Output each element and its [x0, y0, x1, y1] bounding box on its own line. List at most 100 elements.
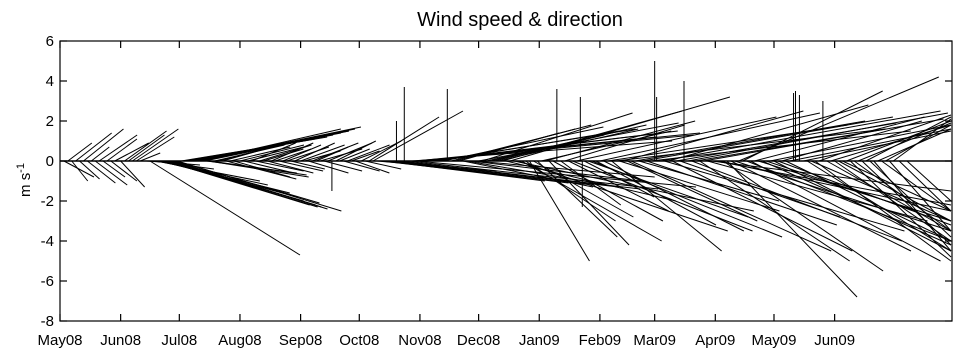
wind-stick — [443, 126, 604, 162]
wind-stick — [889, 160, 952, 232]
wind-stick — [222, 142, 287, 162]
wind-stick — [630, 160, 832, 252]
y-axis: -8 -6 -4 -2 0 2 4 6 — [41, 33, 952, 330]
wind-stick — [120, 160, 146, 188]
wind-stick — [722, 160, 884, 272]
wind-stick — [67, 142, 93, 162]
y-tick-label: -8 — [41, 313, 54, 330]
x-axis: May08 Jun08 Jul08 Aug08 Sep08 Oct08 Nov08 Dec08… — [37, 41, 855, 349]
wind-stick — [233, 160, 291, 178]
wind-stick — [384, 160, 545, 182]
wind-stick — [251, 142, 296, 162]
wind-stick — [560, 160, 622, 206]
wind-stick — [482, 112, 633, 162]
wind-stick — [300, 144, 345, 162]
wind-stick — [200, 128, 341, 162]
x-tick-label: Jan09 — [519, 332, 560, 349]
wind-stick — [738, 76, 939, 162]
wind-stick — [750, 160, 941, 262]
wind-stick — [323, 160, 363, 172]
x-tick-label: Apr09 — [695, 332, 735, 349]
wind-stick — [638, 160, 780, 202]
wind-stick — [564, 124, 685, 162]
wind-stick — [726, 160, 858, 298]
wind-stick — [623, 110, 804, 162]
wind-stick — [63, 160, 95, 178]
wind-stick — [75, 132, 112, 162]
wind-stick — [906, 160, 952, 202]
wind-stick — [263, 148, 304, 162]
wind-stick — [339, 148, 370, 162]
wind-stick — [603, 160, 745, 232]
wind-stick — [893, 118, 952, 162]
wind-stick — [271, 142, 314, 162]
wind-stick — [533, 160, 634, 218]
wind-stick — [79, 160, 100, 180]
wind-stick — [785, 160, 952, 242]
wind-stick — [846, 120, 952, 162]
wind-stick — [773, 160, 952, 252]
y-axis-label-exponent: -1 — [15, 163, 27, 173]
wind-stick — [278, 160, 324, 172]
wind-stick — [114, 142, 150, 162]
wind-stick — [327, 142, 373, 162]
wind-stick — [87, 160, 116, 184]
wind-stick — [90, 146, 110, 162]
wind-stick — [552, 160, 664, 222]
x-tick-label: May08 — [37, 332, 82, 349]
x-tick-label: Oct08 — [339, 332, 379, 349]
wind-stick — [355, 160, 390, 174]
wind-stick — [861, 160, 952, 246]
wind-stick — [347, 144, 390, 162]
wind-stick — [627, 160, 758, 222]
wind-stick — [568, 160, 669, 212]
x-tick-label: Aug08 — [218, 332, 261, 349]
wind-stick — [806, 160, 952, 252]
wind-stick — [529, 160, 590, 262]
wind-stick — [351, 150, 380, 162]
wind-stick — [650, 130, 911, 162]
y-axis-label-unit: m s — [17, 173, 34, 197]
x-tick-label: Jun09 — [814, 332, 855, 349]
wind-stick — [110, 160, 138, 182]
chart-title: Wind speed & direction — [417, 9, 623, 31]
wind-stick — [687, 112, 949, 162]
wind-stick — [865, 116, 952, 162]
x-tick-label: Nov08 — [398, 332, 441, 349]
x-tick-label: Feb09 — [579, 332, 622, 349]
x-tick-label: Jul08 — [161, 332, 197, 349]
wind-stick — [335, 140, 377, 162]
plot-frame — [59, 40, 953, 322]
wind-stick — [255, 160, 304, 172]
wind-stick — [290, 160, 325, 170]
x-tick-label: Dec08 — [457, 332, 500, 349]
wind-stick — [149, 160, 301, 256]
wind-stick — [691, 160, 903, 242]
wind-stick — [365, 160, 402, 170]
wind-stick — [392, 160, 593, 186]
wind-stick — [591, 160, 783, 238]
wind-stick — [312, 142, 359, 162]
wind-stick — [873, 160, 952, 252]
wind-stick — [742, 90, 883, 162]
wind-stick — [83, 128, 124, 162]
wind-stick — [642, 116, 894, 162]
wind-stick — [361, 140, 402, 162]
wind-stick — [243, 160, 294, 174]
wind-stick — [881, 160, 952, 212]
wind-stick — [746, 160, 952, 242]
wind-stick — [282, 144, 322, 162]
wind-stick — [517, 160, 728, 232]
wind-stick — [226, 160, 297, 180]
wind-stick — [458, 132, 560, 162]
wind-stick — [202, 132, 333, 162]
wind-stick — [505, 160, 677, 202]
wind-stick — [286, 146, 330, 162]
wind-stick — [308, 160, 349, 174]
wind-stick — [372, 110, 464, 162]
wind-stick — [849, 160, 952, 258]
wind-stick — [177, 160, 342, 212]
wind-stick — [128, 134, 165, 162]
wind-stick — [826, 160, 952, 232]
